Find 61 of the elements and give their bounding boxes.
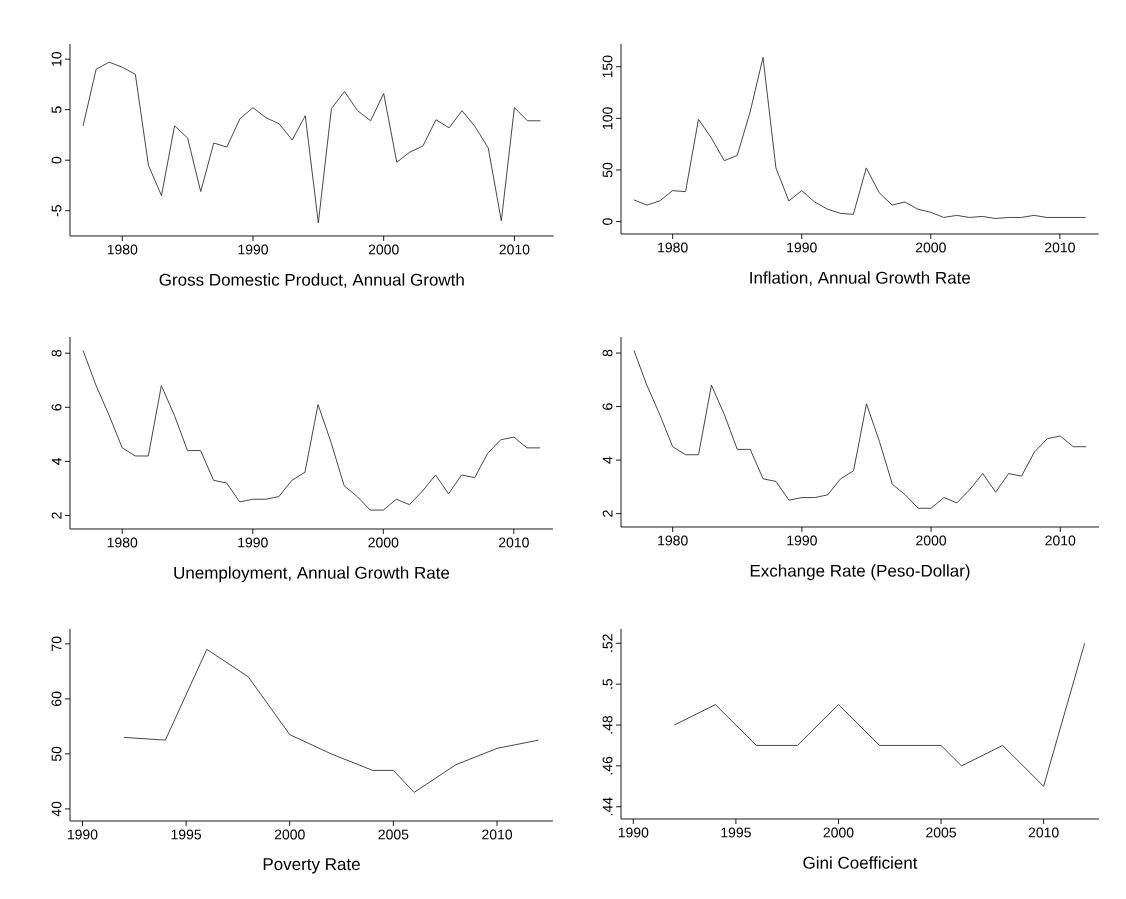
line-series [123, 648, 539, 793]
x-tick-label: 2010 [499, 244, 530, 255]
y-tick-label: 100 [602, 107, 613, 129]
y-tick-label: 150 [602, 55, 613, 78]
x-axis-title: Poverty Rate [263, 858, 360, 874]
x-tick-label: 2010 [498, 537, 529, 548]
x-axis-title: Exchange Rate (Peso-Dollar) [750, 564, 970, 581]
x-axis-title: Gross Domestic Product, Annual Growth [159, 273, 464, 288]
x-tick-label: 1980 [658, 535, 688, 546]
x-tick-label: 1990 [238, 244, 269, 255]
x-axis-title: Inflation, Annual Growth Rate [750, 271, 971, 286]
y-tick-label: 6 [51, 404, 62, 411]
line-series [82, 61, 541, 224]
y-tick-label: 8 [51, 349, 62, 357]
y-tick-label: 50 [602, 162, 613, 178]
x-tick-label: 2010 [1045, 535, 1076, 546]
x-tick-label: 2010 [482, 829, 513, 840]
x-tick-label: 2000 [368, 244, 399, 255]
x-tick-label: 1980 [107, 244, 138, 255]
x-tick-label: 2005 [926, 827, 957, 838]
y-tick-label: .5 [602, 678, 613, 689]
x-tick-label: 1980 [658, 242, 688, 253]
y-tick-label: .44 [602, 797, 613, 816]
x-tick-label: 2000 [368, 537, 399, 548]
x-tick-label: 2000 [916, 535, 947, 546]
x-tick-label: 1990 [787, 242, 817, 253]
x-tick-label: 2010 [1028, 827, 1059, 838]
y-tick-label: 8 [602, 349, 613, 357]
y-tick-label: 5 [51, 106, 62, 113]
x-tick-label: 1995 [171, 829, 202, 840]
y-tick-label: 4 [51, 457, 62, 465]
y-tick-label: .46 [602, 756, 613, 775]
x-tick-label: 1990 [67, 829, 98, 840]
y-tick-label: 0 [602, 218, 613, 225]
line-series [633, 349, 1087, 509]
y-tick-label: 0 [51, 156, 62, 164]
y-tick-label: 2 [51, 512, 62, 519]
x-tick-label: 2000 [274, 829, 305, 840]
y-tick-label: 50 [51, 746, 62, 762]
y-tick-label: 6 [602, 403, 613, 410]
x-tick-label: 2010 [1045, 242, 1075, 253]
y-tick-label: 4 [602, 456, 613, 464]
x-tick-label: 2005 [378, 829, 409, 840]
y-tick-label: .48 [602, 715, 613, 734]
y-tick-label: 60 [51, 691, 62, 706]
x-axis-title: Unemployment, Annual Growth Rate [174, 566, 450, 583]
line-series [82, 350, 541, 511]
y-tick-label: -5 [51, 205, 62, 217]
y-tick-label: 40 [51, 801, 62, 817]
x-tick-label: 1980 [107, 537, 138, 548]
y-tick-label: 2 [602, 510, 613, 517]
x-tick-label: 1990 [238, 537, 268, 548]
x-axis-title: Gini Coefficient [803, 856, 918, 869]
x-tick-label: 2000 [823, 827, 854, 838]
y-tick-label: 70 [51, 636, 62, 651]
y-tick-label: .52 [602, 634, 613, 652]
x-tick-label: 1995 [721, 827, 751, 838]
x-tick-label: 2000 [915, 242, 946, 253]
x-tick-label: 1990 [618, 827, 649, 838]
y-tick-label: 10 [51, 51, 62, 66]
x-tick-label: 1990 [787, 535, 817, 546]
